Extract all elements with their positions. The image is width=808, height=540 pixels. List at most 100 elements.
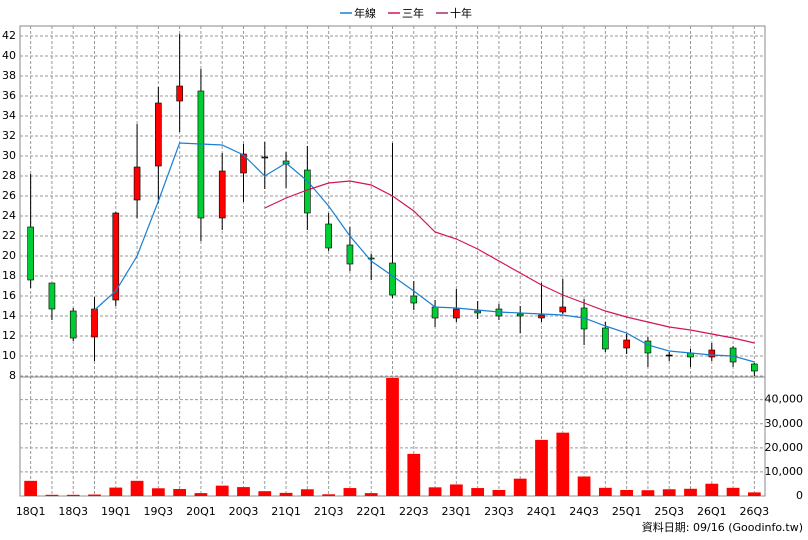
volume-bar	[726, 487, 740, 496]
volume-bar	[173, 489, 187, 496]
y-tick-label: 32	[2, 129, 16, 142]
y-tick-label: 24	[2, 209, 16, 222]
candle-body	[644, 340, 652, 354]
y-tick-label: 20	[2, 249, 16, 262]
volume-bar	[237, 487, 250, 496]
y-tick-label: 16	[2, 289, 16, 302]
x-tick-label: 25Q3	[654, 505, 684, 518]
legend-label: 十年	[450, 6, 472, 20]
x-tick-label: 26Q1	[697, 505, 727, 518]
volume-bar	[535, 439, 548, 496]
x-tick-label: 19Q3	[144, 505, 174, 518]
y-tick-label: 8	[9, 369, 16, 382]
y-tick-label: 36	[2, 89, 16, 102]
y-tick-label: 18	[2, 269, 16, 282]
x-tick-label: 26Q3	[740, 505, 770, 518]
source: 資料日期: 09/16 (Goodinfo.tw)	[642, 520, 803, 534]
volume-bar	[705, 483, 719, 496]
candle-body	[197, 90, 205, 219]
candle-body	[559, 306, 567, 313]
candle-body	[474, 310, 481, 314]
x-tick-label: 22Q3	[399, 505, 429, 518]
y-tick-label: 34	[2, 109, 16, 122]
candle-body	[708, 349, 716, 358]
x-tick-label: 24Q3	[569, 505, 599, 518]
candle-body	[27, 226, 34, 281]
y-tick-label: 26	[2, 189, 16, 202]
y-tick-label: 12	[2, 329, 16, 342]
volume-bar	[194, 493, 208, 496]
volume-bar	[684, 488, 697, 496]
candle-body	[112, 212, 120, 301]
volume-bar	[556, 432, 570, 496]
x-tick-label: 21Q1	[271, 505, 301, 518]
volume-bar	[641, 490, 655, 496]
x-tick-label: 23Q3	[484, 505, 514, 518]
volume-bar	[598, 487, 612, 496]
volume-bar	[66, 494, 80, 496]
candle-body	[69, 310, 77, 339]
y-tick-label: 14	[2, 309, 16, 322]
x-tick-label: 19Q1	[101, 505, 131, 518]
candle-body	[48, 282, 56, 310]
x-tick-label: 20Q3	[229, 505, 259, 518]
candle-body	[240, 153, 247, 174]
volume-bar	[662, 489, 676, 496]
volume-bar	[45, 494, 59, 496]
volume-bar	[300, 489, 314, 496]
y2-tick-label: 0	[796, 489, 803, 502]
y2-tick-label: 20,000	[765, 441, 804, 454]
candle-body	[218, 170, 226, 219]
volume-bar	[322, 494, 336, 496]
y2-tick-label: 10,000	[765, 465, 804, 478]
candle-body	[729, 347, 737, 363]
volume-bar	[151, 488, 165, 496]
x-tick-label: 24Q1	[527, 505, 557, 518]
ma-line	[264, 180, 755, 344]
y-tick-label: 30	[2, 149, 16, 162]
volume-bar	[428, 487, 442, 496]
volume-bar	[88, 494, 101, 496]
candle-body	[431, 306, 439, 319]
volume-bar	[620, 489, 634, 496]
y-tick-label: 22	[2, 229, 16, 242]
volume-bar	[471, 488, 485, 496]
volume-bar	[215, 485, 229, 496]
x-tick-label: 18Q3	[58, 505, 88, 518]
candle-body	[346, 244, 354, 265]
volume-bar	[258, 491, 272, 496]
volume-bar	[492, 489, 506, 496]
volume-bar	[364, 493, 378, 496]
candle-body	[261, 156, 269, 159]
legend-label: 年線	[354, 6, 376, 20]
x-tick-label: 22Q1	[356, 505, 386, 518]
y-tick-label: 38	[2, 69, 16, 82]
volume-bar	[279, 492, 293, 496]
volume-bar	[747, 492, 761, 496]
y-tick-label: 40	[2, 49, 16, 62]
y-tick-label: 10	[2, 349, 16, 362]
x-tick-label: 20Q1	[186, 505, 216, 518]
volume-bar	[109, 487, 123, 496]
candle-body	[665, 354, 673, 357]
candle-body	[453, 308, 460, 319]
candle-body	[602, 327, 609, 350]
candle-body	[367, 257, 375, 260]
legend-label: 三年	[402, 6, 424, 20]
candle-body	[389, 262, 396, 296]
y2-tick-label: 30,000	[765, 417, 804, 430]
candle-body	[133, 166, 141, 201]
candle-body	[623, 339, 630, 349]
y2-tick-label: 40,000	[765, 393, 804, 406]
y-tick-label: 42	[2, 29, 16, 42]
volume-bar	[407, 453, 421, 496]
volume-bar	[449, 484, 463, 496]
volume-bar	[343, 488, 357, 496]
candle-body	[91, 308, 98, 338]
volume-bar	[577, 476, 591, 496]
volume-bar	[513, 478, 527, 496]
candle-body	[304, 169, 311, 214]
candle-body	[751, 363, 758, 372]
candle-body	[410, 295, 418, 304]
